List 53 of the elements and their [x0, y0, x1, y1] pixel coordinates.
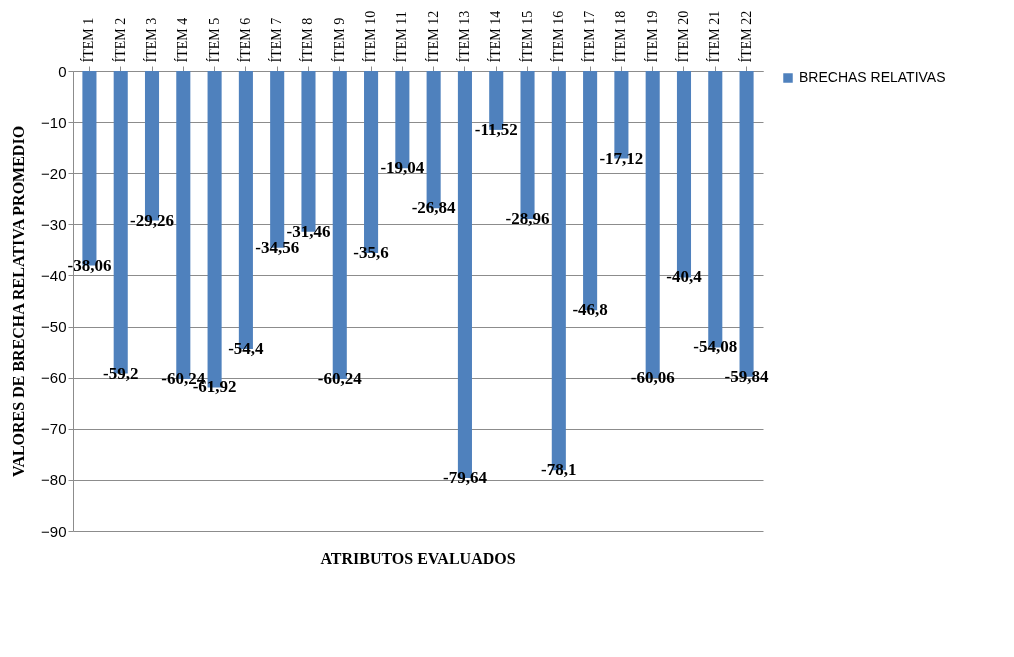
data-label: -17,12 — [599, 148, 644, 168]
y-axis-title: VALORES DE BRECHA RELATIVA PROMEDIO — [10, 125, 28, 478]
x-tick-label: ÍTEM 15 — [518, 10, 535, 63]
x-tick-label: ÍTEM 13 — [455, 10, 472, 63]
x-tick-label: ÍTEM 19 — [643, 10, 660, 63]
data-label: -59,2 — [103, 363, 139, 383]
x-tick-label: ÍTEM 22 — [737, 10, 754, 63]
x-tick-label: ÍTEM 8 — [299, 17, 316, 63]
y-tick-label: −60 — [41, 369, 67, 387]
x-tick-label: ÍTEM 5 — [205, 17, 222, 63]
data-label: -38,06 — [67, 255, 112, 275]
x-tick-label: ÍTEM 10 — [362, 10, 379, 63]
data-label: -79,64 — [442, 468, 488, 488]
data-label: -35,6 — [353, 242, 389, 262]
x-tick-label: ÍTEM 1 — [80, 17, 97, 63]
legend-label: BRECHAS RELATIVAS — [799, 69, 946, 85]
data-label: -11,52 — [474, 119, 518, 139]
data-label: -19,04 — [380, 158, 425, 178]
x-tick-label: ÍTEM 12 — [424, 10, 441, 63]
data-label: -60,24 — [317, 368, 363, 388]
y-tick-label: −30 — [41, 215, 67, 233]
x-tick-label: ÍTEM 6 — [236, 17, 253, 63]
data-label: -60,06 — [630, 367, 675, 387]
x-tick-label: ÍTEM 3 — [143, 17, 160, 63]
data-label: -29,26 — [130, 210, 174, 230]
y-tick-label: −20 — [41, 164, 67, 182]
x-axis-title: ATRIBUTOS EVALUADOS — [320, 550, 516, 567]
data-label: -46,8 — [572, 300, 608, 320]
x-tick-label: ÍTEM 20 — [674, 10, 691, 63]
x-tick-label: ÍTEM 14 — [487, 10, 504, 63]
x-tick-label: ÍTEM 18 — [612, 10, 629, 63]
data-label: -78,1 — [541, 460, 577, 480]
data-label: -54,4 — [228, 339, 265, 359]
data-label: -26,84 — [411, 198, 457, 218]
x-tick-label: ÍTEM 4 — [174, 17, 191, 63]
x-tick-label: ÍTEM 9 — [330, 17, 347, 63]
x-tick-label: ÍTEM 2 — [111, 17, 128, 63]
y-tick-label: −40 — [41, 266, 67, 284]
y-tick-label: 0 — [58, 62, 67, 80]
y-tick-label: −90 — [41, 522, 67, 540]
x-tick-label: ÍTEM 16 — [549, 10, 566, 63]
y-tick-label: −50 — [41, 318, 67, 336]
x-tick-label: ÍTEM 11 — [393, 11, 410, 63]
x-tick-label: ÍTEM 21 — [706, 10, 723, 63]
x-tick-label: ÍTEM 17 — [581, 10, 598, 63]
data-label: -28,96 — [505, 209, 550, 229]
data-label: -40,4 — [666, 267, 703, 287]
y-tick-label: −10 — [41, 113, 67, 131]
x-tick-label: ÍTEM 7 — [268, 17, 285, 63]
y-tick-label: −80 — [41, 471, 67, 489]
y-tick-label: −70 — [41, 420, 67, 438]
data-label: -59,84 — [724, 366, 770, 386]
data-label: -54,08 — [693, 337, 738, 357]
